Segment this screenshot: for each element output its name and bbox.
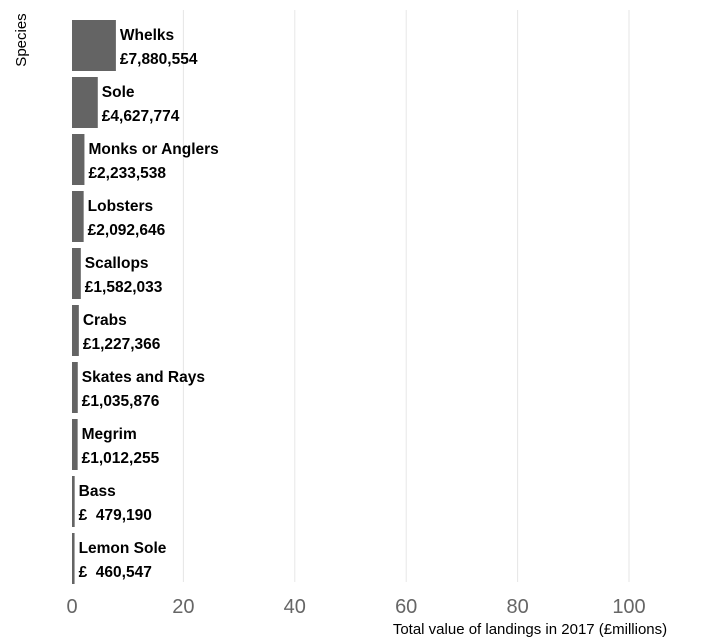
gridlines xyxy=(182,10,630,582)
bar-category-label: Lobsters xyxy=(88,198,153,215)
bar-value-label: £7,880,554 xyxy=(120,51,198,68)
bar-category-label: Sole xyxy=(102,84,135,101)
bar-value-label: £1,582,033 xyxy=(85,279,163,296)
x-tick-label: 100 xyxy=(612,596,645,618)
bar-category-label: Monks or Anglers xyxy=(88,141,218,158)
bar-value-label: £2,233,538 xyxy=(88,165,166,182)
bar xyxy=(72,191,84,242)
bar xyxy=(72,362,78,413)
bar-category-label: Skates and Rays xyxy=(82,369,205,386)
x-tick-label: 80 xyxy=(506,596,528,618)
bar-category-label: Bass xyxy=(79,483,116,500)
bar xyxy=(72,533,75,584)
y-axis-title: Species xyxy=(13,13,30,66)
bar-category-label: Lemon Sole xyxy=(79,540,167,557)
x-tick-label: 40 xyxy=(284,596,306,618)
bar-value-label: £ 479,190 xyxy=(79,507,152,524)
bar xyxy=(72,248,81,299)
x-axis-title: Total value of landings in 2017 (£millio… xyxy=(393,621,667,637)
bar-value-label: £4,627,774 xyxy=(102,108,180,125)
bar xyxy=(72,20,116,71)
bar-value-label: £1,227,366 xyxy=(83,336,161,353)
bar-value-label: £1,035,876 xyxy=(82,393,160,410)
x-tick-label: 0 xyxy=(66,596,77,618)
bar-category-label: Scallops xyxy=(85,255,149,272)
bar-labels: Whelks £7,880,554 Sole £4,627,774 Monks or A… xyxy=(79,27,219,581)
x-tick-labels: 0 20 40 60 80 100 xyxy=(66,596,645,618)
bar xyxy=(72,476,75,527)
bar-category-label: Megrim xyxy=(82,426,137,443)
bar xyxy=(72,305,79,356)
bar-value-label: £2,092,646 xyxy=(88,222,166,239)
bar-value-label: £1,012,255 xyxy=(82,450,160,467)
x-tick-label: 60 xyxy=(395,596,417,618)
bar xyxy=(72,419,78,470)
bar-category-label: Crabs xyxy=(83,312,127,329)
bars xyxy=(72,20,116,584)
bar-category-label: Whelks xyxy=(120,27,174,44)
bar xyxy=(72,134,85,185)
x-tick-label: 20 xyxy=(172,596,194,618)
bar xyxy=(72,77,98,128)
bar-value-label: £ 460,547 xyxy=(79,564,152,581)
